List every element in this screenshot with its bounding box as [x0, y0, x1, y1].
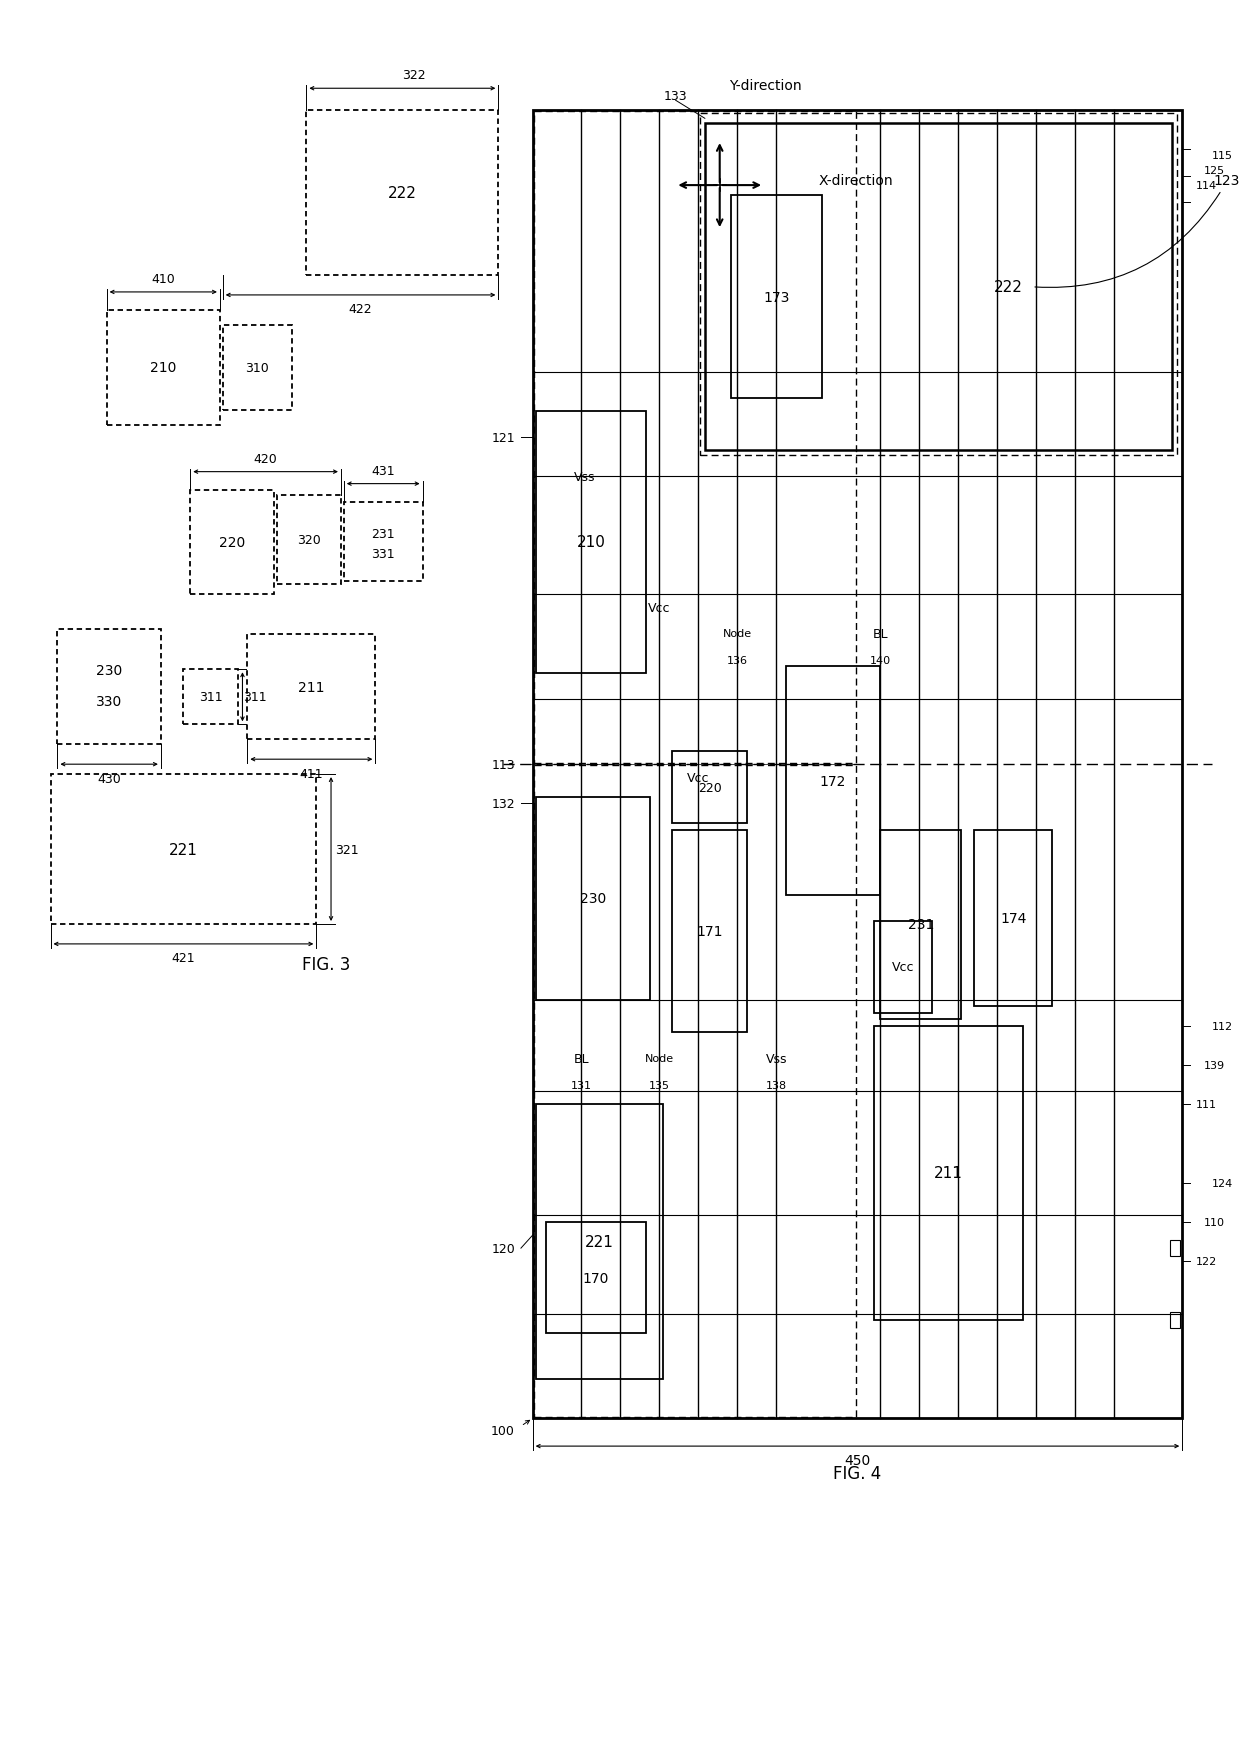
Bar [190, 490, 274, 594]
Bar [1171, 1312, 1180, 1328]
Bar [277, 496, 341, 586]
Bar [536, 797, 650, 1000]
Text: 110: 110 [1204, 1217, 1225, 1228]
Text: 410: 410 [151, 273, 175, 286]
Text: 138: 138 [766, 1080, 787, 1090]
Bar [546, 1222, 646, 1334]
Text: 431: 431 [371, 466, 396, 478]
Text: 170: 170 [583, 1270, 609, 1284]
Bar [704, 123, 1173, 452]
Text: 220: 220 [219, 536, 246, 550]
Bar [536, 1104, 662, 1379]
Bar [699, 115, 1177, 457]
Text: 221: 221 [169, 841, 198, 857]
Bar [536, 411, 646, 674]
Text: 123: 123 [1213, 175, 1240, 189]
Text: 133: 133 [663, 90, 687, 102]
Text: 231: 231 [908, 917, 934, 931]
Text: 100: 100 [491, 1424, 515, 1438]
Bar [533, 766, 857, 1416]
Bar [786, 667, 880, 896]
Text: 311: 311 [198, 691, 222, 704]
Text: 222: 222 [994, 280, 1023, 295]
Text: 120: 120 [491, 1242, 515, 1254]
Text: 321: 321 [335, 843, 358, 856]
Text: 430: 430 [97, 773, 122, 785]
Text: Vcc: Vcc [892, 961, 914, 974]
Text: 211: 211 [298, 681, 325, 695]
Text: 173: 173 [763, 291, 790, 305]
Text: 131: 131 [570, 1080, 591, 1090]
Text: 230: 230 [95, 663, 123, 677]
Bar [874, 1027, 1023, 1319]
Text: 136: 136 [727, 654, 748, 665]
Text: 132: 132 [491, 797, 515, 810]
Text: Y-direction: Y-direction [729, 79, 802, 93]
Text: 115: 115 [1211, 152, 1233, 161]
Bar [533, 113, 857, 764]
Text: 322: 322 [402, 69, 427, 81]
Text: 112: 112 [1211, 1021, 1233, 1032]
Bar [874, 921, 932, 1013]
Text: 221: 221 [585, 1235, 614, 1249]
Text: Vcc: Vcc [687, 771, 709, 785]
Text: 140: 140 [869, 654, 890, 665]
Bar [184, 670, 238, 725]
Text: 320: 320 [298, 534, 321, 547]
Text: 330: 330 [95, 695, 123, 707]
Text: 211: 211 [934, 1166, 962, 1180]
Text: 210: 210 [577, 534, 605, 550]
Bar [51, 774, 316, 924]
Bar [1171, 1240, 1180, 1256]
Text: 114: 114 [1195, 182, 1218, 191]
Bar [672, 751, 746, 824]
Bar [343, 503, 423, 582]
Text: 122: 122 [1195, 1256, 1218, 1267]
Text: Vss: Vss [765, 1053, 787, 1065]
Bar [107, 310, 219, 425]
Text: 139: 139 [1204, 1060, 1225, 1071]
Text: 311: 311 [243, 691, 267, 704]
Text: 420: 420 [254, 453, 278, 466]
Bar [248, 635, 376, 739]
Text: Node: Node [645, 1053, 675, 1064]
Bar [880, 831, 961, 1020]
Text: 121: 121 [491, 432, 515, 445]
Bar [975, 831, 1053, 1007]
Bar [730, 196, 822, 399]
Text: 113: 113 [491, 759, 515, 771]
Text: 171: 171 [697, 924, 723, 938]
Text: 450: 450 [844, 1454, 870, 1468]
Text: 230: 230 [579, 893, 606, 905]
Bar [306, 111, 498, 275]
Text: 111: 111 [1195, 1099, 1216, 1110]
Bar [223, 326, 291, 411]
Text: 331: 331 [371, 547, 396, 561]
Text: 231: 231 [371, 527, 396, 542]
Bar [533, 111, 1182, 1418]
Text: 422: 422 [348, 303, 372, 316]
Text: 421: 421 [171, 953, 195, 965]
Text: Vcc: Vcc [649, 602, 671, 614]
Text: 124: 124 [1211, 1178, 1233, 1187]
Text: 174: 174 [1001, 912, 1027, 926]
Bar [57, 630, 161, 744]
Text: Vss: Vss [574, 471, 595, 483]
Text: X-direction: X-direction [818, 175, 893, 189]
Text: 220: 220 [698, 781, 722, 794]
Text: 222: 222 [388, 185, 417, 201]
Text: BL: BL [574, 1053, 589, 1065]
Text: 210: 210 [150, 362, 176, 376]
Text: Node: Node [723, 630, 751, 639]
Text: 125: 125 [1204, 166, 1225, 176]
Text: FIG. 3: FIG. 3 [301, 956, 350, 974]
Text: BL: BL [873, 628, 888, 640]
Text: 135: 135 [649, 1080, 670, 1090]
Text: 310: 310 [246, 362, 269, 374]
Text: 172: 172 [820, 774, 847, 789]
Text: FIG. 4: FIG. 4 [833, 1464, 882, 1482]
Bar [672, 831, 746, 1032]
Text: 411: 411 [300, 767, 324, 780]
